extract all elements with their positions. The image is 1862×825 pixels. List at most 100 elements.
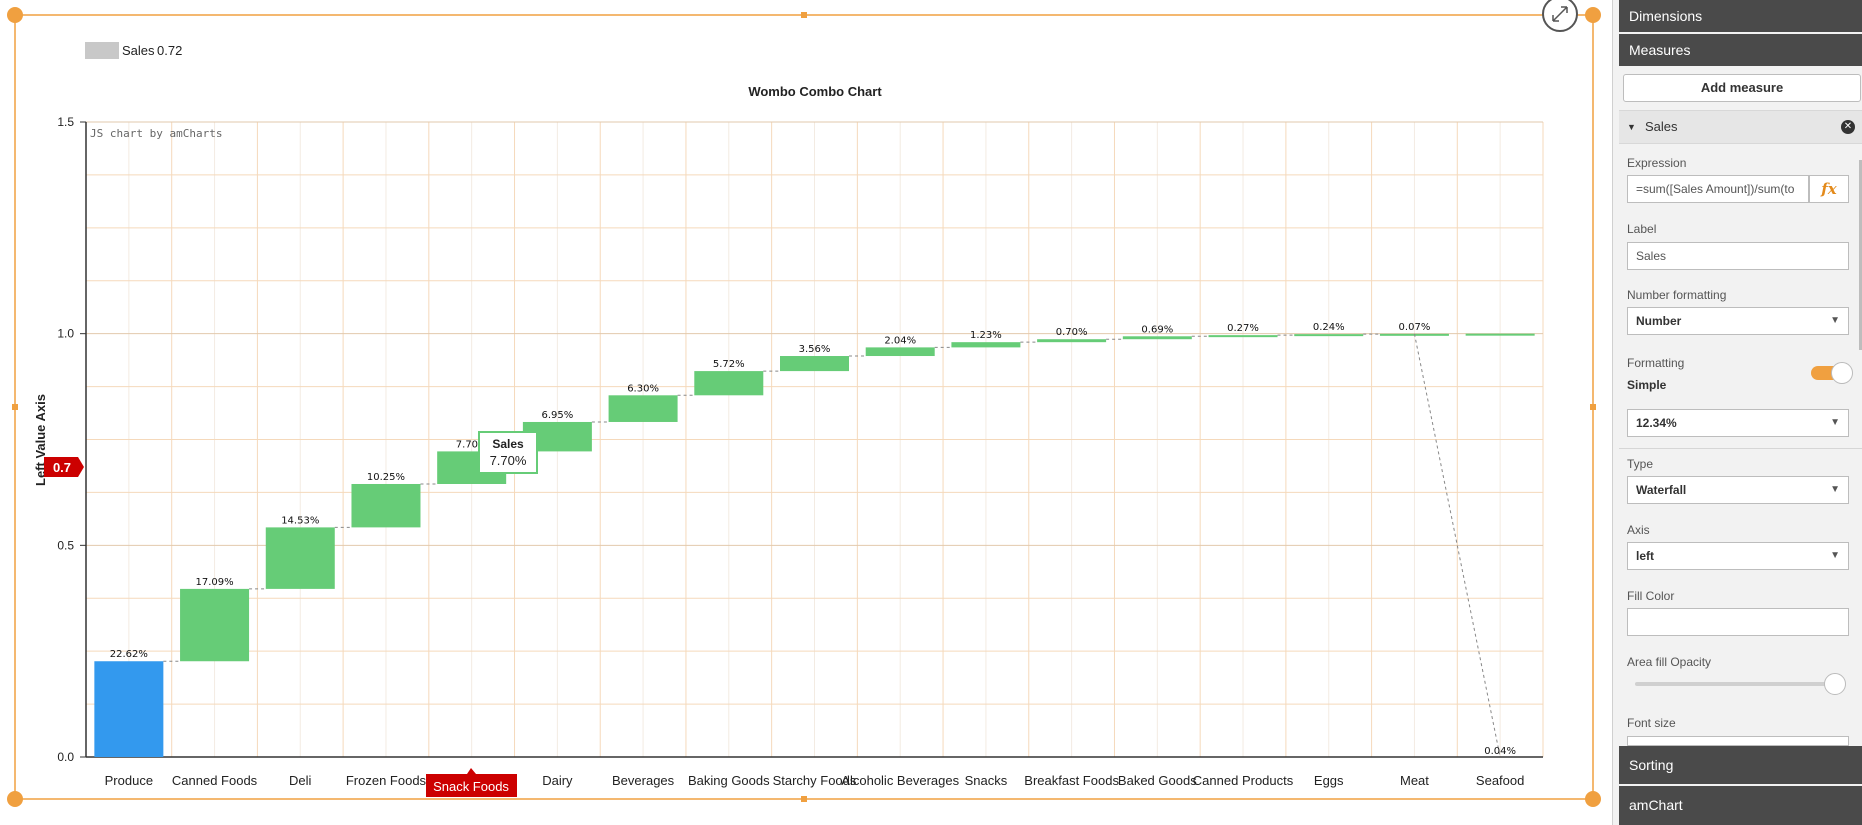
- dimensions-section-header[interactable]: Dimensions: [1619, 0, 1862, 32]
- labels-layer: 22.62% 17.09% 14.53% 10.25% 7.70% 6.95% 6.30% 5…: [105, 322, 1525, 788]
- number-formatting-select[interactable]: Number ▼: [1627, 307, 1849, 335]
- balloon-tooltip: Sales 7.70%: [478, 431, 538, 474]
- category-label: Beverages: [612, 773, 675, 788]
- frame-edge-handle: [1590, 404, 1596, 410]
- category-label: Baked Goods: [1118, 773, 1197, 788]
- frame-corner-handle: [7, 791, 23, 807]
- measure-item-header[interactable]: ▼ Sales ✕: [1619, 110, 1862, 144]
- legend-series-name[interactable]: Sales: [122, 43, 155, 58]
- category-label: Eggs: [1314, 773, 1344, 788]
- remove-measure-icon[interactable]: ✕: [1841, 120, 1855, 134]
- collapse-caret-icon[interactable]: ▼: [1627, 122, 1636, 132]
- waterfall-bar: [94, 661, 164, 757]
- axis-select[interactable]: left ▼: [1627, 542, 1849, 570]
- balloon-series: Sales: [492, 437, 524, 451]
- bar-value-label: 0.04%: [1484, 746, 1516, 757]
- frame-edge-handle: [801, 796, 807, 802]
- area-opacity-slider-handle[interactable]: [1824, 673, 1846, 695]
- category-label: Canned Foods: [172, 773, 258, 788]
- waterfall-bar: [1294, 334, 1364, 337]
- type-value: Waterfall: [1636, 483, 1687, 497]
- category-label: Dairy: [542, 773, 573, 788]
- category-label: Seafood: [1476, 773, 1524, 788]
- balloon-value: 7.70%: [490, 453, 527, 468]
- expression-label: Expression: [1627, 156, 1687, 170]
- toggle-knob[interactable]: [1831, 362, 1853, 384]
- y-tick-label: 0.0: [57, 750, 74, 764]
- label-label: Label: [1627, 222, 1657, 236]
- add-measure-button[interactable]: Add measure: [1623, 74, 1861, 102]
- area-opacity-slider-track[interactable]: [1635, 682, 1835, 686]
- frame-corner-handle: [1585, 791, 1601, 807]
- waterfall-bar: [951, 342, 1021, 348]
- y-cursor-value: 0.7: [53, 460, 71, 475]
- x-cursor-marker-shape: [426, 768, 517, 797]
- bar-value-label: 3.56%: [799, 344, 831, 355]
- label-input[interactable]: Sales: [1627, 242, 1849, 270]
- category-label: Produce: [105, 773, 153, 788]
- bar-value-label: 17.09%: [195, 577, 233, 588]
- waterfall-bar: [1037, 339, 1107, 343]
- bar-value-label: 1.23%: [970, 330, 1002, 341]
- x-cursor-category: Snack Foods: [433, 779, 509, 794]
- format-pattern-value: 12.34%: [1636, 416, 1677, 430]
- amcharts-watermark[interactable]: JS chart by amCharts: [90, 127, 222, 140]
- bar-value-label: 0.07%: [1399, 322, 1431, 333]
- waterfall-bar: [694, 371, 764, 396]
- waterfall-bar: [780, 356, 849, 372]
- category-label: Snacks: [965, 773, 1008, 788]
- expression-input[interactable]: =sum([Sales Amount])/sum(to: [1627, 175, 1809, 203]
- formatting-toggle[interactable]: [1811, 362, 1853, 384]
- waterfall-bar: [351, 483, 421, 528]
- area-opacity-label: Area fill Opacity: [1627, 655, 1712, 669]
- bar-value-label: 0.70%: [1056, 327, 1088, 338]
- waterfall-bar: [180, 588, 250, 662]
- font-size-input[interactable]: [1627, 736, 1849, 746]
- chart-svg: 0.0 0.5 1.0 1.5 22.62% 17.09% 14.53% 10.25% 7.7…: [7, 0, 1601, 807]
- waterfall-bar: [1122, 336, 1192, 340]
- y-tick-label: 1.0: [57, 327, 74, 341]
- waterfall-bar: [1208, 335, 1278, 338]
- amchart-section-header[interactable]: amChart: [1619, 786, 1862, 825]
- properties-panel: Dimensions Measures Add measure ▼ Sales …: [1612, 0, 1862, 825]
- axis-label: Axis: [1627, 523, 1650, 537]
- bar-value-label: 2.04%: [884, 335, 916, 346]
- frame-edge-handle: [12, 404, 18, 410]
- chart-frame: 0.0 0.5 1.0 1.5 22.62% 17.09% 14.53% 10.25% 7.7…: [7, 0, 1601, 807]
- fill-color-input[interactable]: [1627, 608, 1849, 636]
- waterfall-bar: [265, 527, 335, 589]
- balloon-box: [478, 431, 538, 474]
- number-formatting-value: Number: [1636, 314, 1682, 328]
- bar-value-label: 7.70%: [456, 439, 488, 450]
- measures-section-header[interactable]: Measures: [1619, 34, 1862, 66]
- y-tick-label: 1.5: [57, 115, 74, 129]
- chevron-down-icon: ▼: [1830, 315, 1840, 326]
- bar-value-label: 0.27%: [1227, 323, 1259, 334]
- waterfall-bar: [865, 347, 935, 357]
- frame-border: [14, 14, 1594, 800]
- category-label: Deli: [289, 773, 312, 788]
- format-pattern-select[interactable]: 12.34% ▼: [1627, 409, 1849, 437]
- type-select[interactable]: Waterfall ▼: [1627, 476, 1849, 504]
- y-tick-label: 0.5: [57, 538, 74, 552]
- x-cursor-marker: Snack Foods: [426, 768, 517, 797]
- category-label: Alcoholic Beverages: [841, 773, 959, 788]
- font-size-label: Font size: [1627, 716, 1676, 730]
- expression-editor-button[interactable]: fx: [1809, 175, 1849, 203]
- expand-icon[interactable]: [1542, 0, 1578, 32]
- chevron-down-icon: ▼: [1830, 417, 1840, 428]
- y-cursor-marker-shape: [44, 457, 84, 477]
- sorting-section-header[interactable]: Sorting: [1619, 746, 1862, 784]
- chevron-down-icon: ▼: [1830, 484, 1840, 495]
- fx-icon[interactable]: fx: [1821, 180, 1837, 198]
- legend-series-value: 0.72: [157, 43, 182, 58]
- formatting-mode: Simple: [1627, 378, 1667, 392]
- bars-layer: [94, 333, 1535, 758]
- formatting-label: Formatting: [1627, 356, 1685, 370]
- panel-scrollbar[interactable]: [1859, 160, 1862, 350]
- legend-swatch[interactable]: [85, 42, 119, 59]
- category-label: Breakfast Foods: [1024, 773, 1119, 788]
- waterfall-bar: [608, 395, 678, 422]
- selection-frame: [7, 7, 1601, 807]
- expand-button[interactable]: [1542, 0, 1578, 32]
